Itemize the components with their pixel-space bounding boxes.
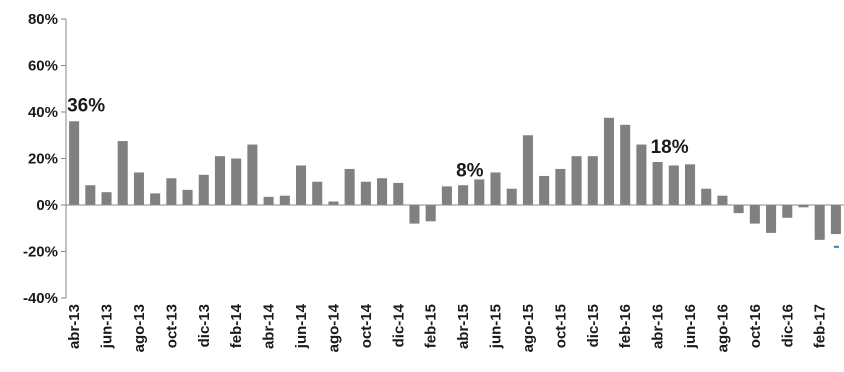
x-tick-label: oct-16 [747,304,764,348]
bar-may-13 [85,185,96,205]
bar-ene-17 [798,205,809,208]
bar-feb-15 [425,205,436,222]
bar-dic-13 [198,174,209,205]
bar-nov-15 [571,156,582,205]
bar-jun-13 [101,192,112,205]
x-tick-label: jun-14 [293,303,310,349]
x-tick-label: feb-17 [812,304,829,348]
x-tick-label: oct-15 [552,304,569,348]
y-tick-label: -40% [23,290,58,307]
x-tick-label: dic-13 [196,304,213,347]
bar-oct-16 [749,205,760,224]
bar-mar-15 [441,186,452,205]
x-tick-label: feb-16 [617,304,634,348]
bar-jul-15 [506,188,517,205]
bar-feb-17 [814,205,825,240]
y-tick-label: 80% [28,11,58,28]
bar-abr-16 [652,161,663,205]
bar-nov-13 [182,189,193,205]
bar-jun-16 [685,164,696,205]
bar-ago-15 [522,135,533,205]
y-tick-label: 0% [36,197,58,214]
bar-jul-13 [117,141,128,205]
x-tick-label: ago-14 [325,303,342,352]
bar-feb-16 [620,124,631,205]
bar-oct-14 [360,181,371,205]
x-tick-label: feb-15 [423,304,440,348]
x-tick-label: abr-14 [261,303,278,349]
bar-oct-13 [166,178,177,205]
x-tick-label: jun-15 [488,304,505,349]
annotation-label: 8% [456,160,484,181]
x-tick-label: oct-13 [163,304,180,348]
bar-mar-14 [247,144,258,205]
x-tick-label: ago-16 [714,304,731,352]
x-tick-label: abr-15 [455,304,472,349]
y-axis: -40% -20% 0% 20% 40% 60% 80% [23,11,67,307]
bar-sep-13 [150,193,161,206]
x-tick-label: abr-13 [66,304,83,349]
x-tick-label: dic-16 [779,304,796,347]
bar-ene-15 [409,205,420,224]
bar-jun-15 [490,172,501,205]
bar-dic-14 [393,182,404,205]
x-tick-label: ago-15 [520,304,537,352]
bar-nov-14 [377,178,388,205]
x-tick-label: dic-15 [585,304,602,347]
bar-feb-14 [231,158,242,205]
bar-jul-16 [701,188,712,205]
bar-may-14 [279,195,290,205]
bar-abr-15 [458,185,469,205]
bar-sep-16 [733,205,744,214]
bar-sep-15 [539,175,550,205]
x-tick-label: dic-14 [390,303,407,347]
bar-mar-17 [830,205,841,235]
bar-ago-13 [133,172,144,205]
bar-abr-13 [69,121,80,205]
bar-may-16 [668,165,679,205]
bar-may-15 [474,179,485,205]
x-axis: abr-13 jun-13 ago-13 oct-13 dic-13 feb-14 abr-… [66,204,844,352]
bar-ene-14 [214,156,225,205]
x-tick-label: abr-16 [650,304,667,349]
x-tick-label: oct-14 [358,303,375,348]
bar-nov-16 [766,205,777,233]
bar-dic-15 [587,156,598,205]
bar-ene-16 [603,117,614,205]
annotations: 36% 8% 18% [67,95,839,248]
bar-jul-14 [312,181,323,205]
bar-mar-16 [636,144,647,205]
bar-oct-15 [555,168,566,205]
bar-jun-14 [296,165,307,205]
y-tick-label: 20% [28,151,58,168]
bars [69,117,841,240]
x-tick-label: ago-13 [131,304,148,352]
bar-dic-16 [782,205,793,218]
annotation-label: 36% [67,95,105,116]
bar-abr-14 [263,196,274,205]
x-tick-label: feb-14 [228,303,245,348]
bar-ago-16 [717,195,728,205]
x-tick-label: jun-13 [99,304,116,349]
y-tick-label: 60% [28,58,58,75]
annotation-label: 18% [651,137,689,158]
x-tick-label: jun-16 [682,304,699,349]
y-tick-label: -20% [23,244,58,261]
bar-ago-14 [328,201,339,205]
y-tick-label: 40% [28,104,58,121]
bar-sep-14 [344,168,355,205]
